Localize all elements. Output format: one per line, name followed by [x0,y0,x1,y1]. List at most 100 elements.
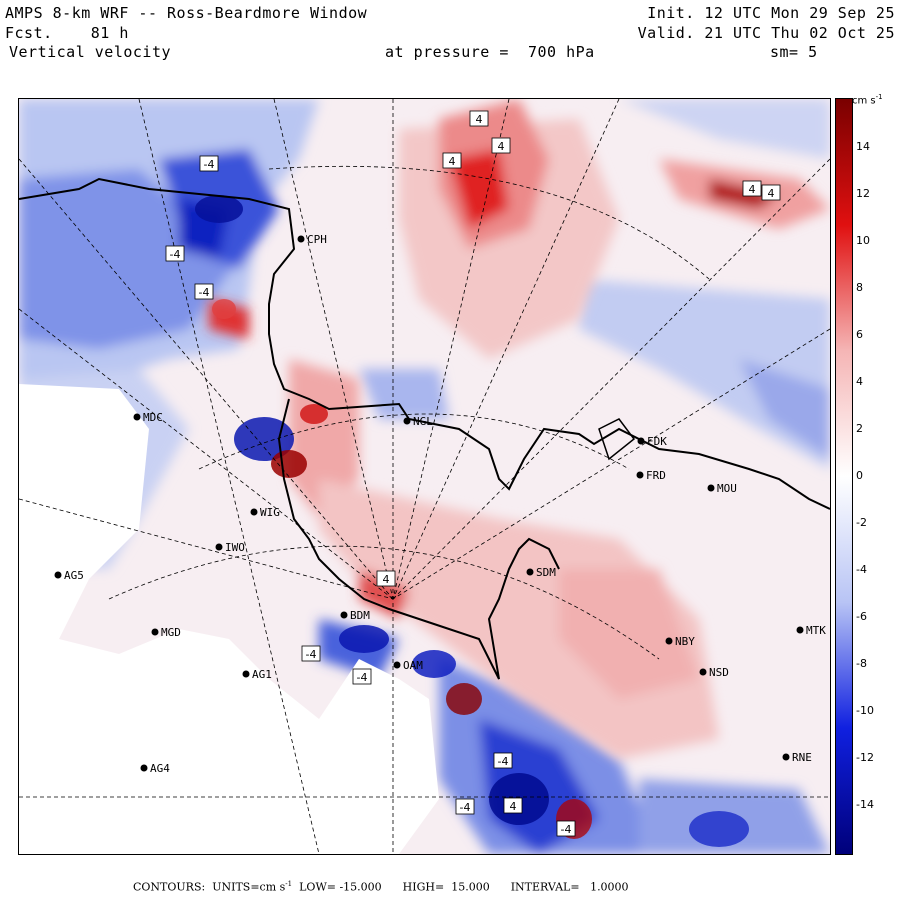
station-marker-nby[interactable] [665,637,673,645]
station-label-mgd: MGD [161,626,181,639]
colorbar-label: 6 [856,328,863,341]
station-label-mou: MOU [717,482,737,495]
colorbar-label: 10 [856,234,870,247]
station-label-ag4: AG4 [150,762,170,775]
station-marker-bdm[interactable] [340,611,348,619]
station-label-ngl: NGL [413,415,433,428]
svg-text:-4: -4 [199,286,210,299]
svg-text:-4: -4 [357,671,368,684]
svg-text:-4: -4 [204,158,215,171]
units-label: UNITS=cm s [212,880,286,894]
svg-text:4: 4 [383,573,390,586]
station-label-rne: RNE [792,751,812,764]
station-marker-mtk[interactable] [796,626,804,634]
station-marker-nsd[interactable] [699,668,707,676]
station-marker-ag4[interactable] [140,764,148,772]
transantarctic-coast [277,398,560,680]
station-label-ag1: AG1 [252,668,272,681]
forecast-hour: Fcst. 81 h [5,24,129,42]
contour-label: -4 [165,245,185,262]
colorbar-label: 8 [856,281,863,294]
svg-text:4: 4 [510,800,517,813]
colorbar-label: -6 [856,610,867,623]
contour-label: -4 [301,645,321,662]
negative-regions [19,99,830,854]
map-title: AMPS 8-km WRF -- Ross-Beardmore Window [5,4,368,22]
contour-label: -4 [199,155,219,172]
intense-cells [195,195,749,847]
station-marker-ngl[interactable] [403,417,411,425]
contour-label: 4 [761,184,781,201]
interval-value: INTERVAL= 1.0000 [510,880,629,894]
island-outline [598,418,636,461]
init-time: Init. 12 UTC Mon 29 Sep 25 [647,4,895,22]
no-data-area [19,384,439,854]
station-marker-mdc[interactable] [133,413,141,421]
station-label-mdc: MDC [143,411,163,424]
svg-text:4: 4 [476,113,483,126]
svg-text:4: 4 [749,183,756,196]
contour-label: -4 [493,752,513,769]
svg-text:4: 4 [449,155,456,168]
station-marker-frd[interactable] [636,471,644,479]
field-name: Vertical velocity [9,43,172,61]
high-value: HIGH= 15.000 [402,880,490,894]
contour-label: -4 [455,798,475,815]
station-label-mtk: MTK [806,624,826,637]
contour-label: 4 [442,152,462,169]
colorbar-label: -8 [856,657,867,670]
colorbar-label: 2 [856,422,863,435]
station-marker-wig[interactable] [250,508,258,516]
contour-label: -4 [194,283,214,300]
map-panel[interactable]: -4 -4 -4 4 4 4 4 4 -4 4 -4 4 -4 -4 -4 MDC NGL FDK FRD MOU I… [18,98,831,855]
colorbar [835,98,853,855]
positive-regions [209,99,830,759]
colorbar-label: 14 [856,140,870,153]
station-label-frd: FRD [646,469,666,482]
colorbar-label: 0 [856,469,863,482]
station-marker-cph[interactable] [297,235,305,243]
contour-label: 4 [376,570,396,587]
contour-label: -4 [556,820,576,837]
pressure-level: at pressure = 700 hPa [385,43,595,61]
contour-label: 4 [469,110,489,127]
svg-text:-4: -4 [170,248,181,261]
svg-text:4: 4 [498,140,505,153]
station-marker-mgd[interactable] [151,628,159,636]
contour-label: 4 [491,137,511,154]
station-marker-oam[interactable] [393,661,401,669]
contour-label: 4 [742,180,762,197]
svg-text:-4: -4 [306,648,317,661]
colorbar-units: cm s-1 [852,93,883,107]
station-marker-rne[interactable] [782,753,790,761]
station-label-ag5: AG5 [64,569,84,582]
station-marker-ag5[interactable] [54,571,62,579]
station-marker-ag1[interactable] [242,670,250,678]
station-label-wig: WIG [260,506,280,519]
station-marker-mou[interactable] [707,484,715,492]
station-label-cph: CPH [307,233,327,246]
colorbar-label: 4 [856,375,863,388]
valid-time: Valid. 21 UTC Thu 02 Oct 25 [637,24,895,42]
station-label-bdm: BDM [350,609,370,622]
station-label-oam: OAM [403,659,423,672]
svg-text:-4: -4 [498,755,509,768]
contour-info: CONTOURS: UNITS=cm s-1 LOW= -15.000 HIGH… [133,880,629,894]
station-marker-iwo[interactable] [215,543,223,551]
smoothing-value: sm= 5 [770,43,818,61]
svg-text:-4: -4 [460,801,471,814]
colorbar-label: -14 [856,798,874,811]
contour-label: -4 [352,668,372,685]
station-label-iwo: IWO [225,541,245,554]
svg-text:4: 4 [768,187,775,200]
svg-text:-4: -4 [561,823,572,836]
station-label-nsd: NSD [709,666,729,679]
colorbar-label: -4 [856,563,867,576]
colorbar-label: -10 [856,704,874,717]
contour-label: 4 [503,797,523,814]
station-marker-fdk[interactable] [637,437,645,445]
station-marker-sdm[interactable] [526,568,534,576]
colorbar-label: -12 [856,751,874,764]
